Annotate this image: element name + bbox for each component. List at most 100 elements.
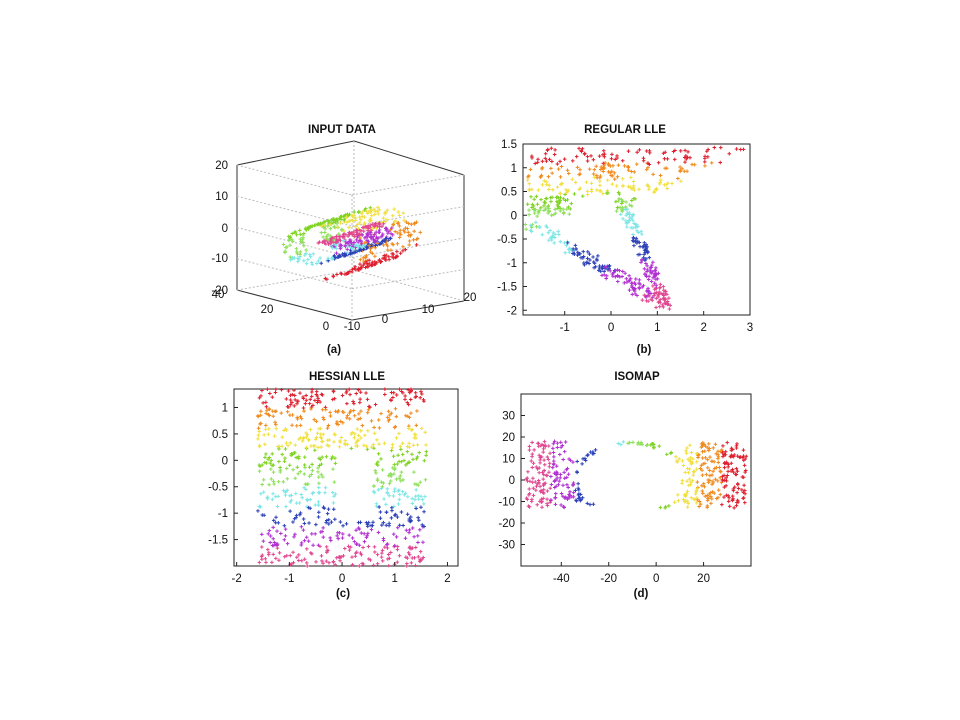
data-point [366, 211, 370, 216]
data-point [558, 440, 563, 445]
data-point [380, 551, 384, 555]
data-point [356, 438, 361, 443]
data-point [538, 225, 542, 230]
data-point [598, 179, 602, 183]
data-point [397, 497, 402, 502]
data-point [551, 450, 556, 455]
data-point [374, 226, 379, 231]
data-point [679, 179, 683, 183]
data-point [559, 164, 564, 169]
y-tick-label: 0.5 [212, 429, 228, 441]
data-point [407, 239, 412, 243]
data-point [587, 167, 592, 171]
data-point [277, 558, 281, 563]
data-point [345, 244, 350, 248]
data-point [377, 259, 381, 263]
data-point [589, 154, 593, 158]
data-point [741, 147, 746, 152]
data-point [280, 444, 284, 449]
data-point [643, 244, 648, 249]
data-point [411, 443, 416, 447]
data-point [372, 484, 376, 489]
data-point [539, 205, 543, 210]
data-point [405, 226, 410, 231]
panel-a-3d-box [236, 140, 465, 321]
data-point [274, 542, 279, 546]
z-tick-label: 20 [215, 160, 228, 172]
data-point [304, 445, 309, 450]
data-point [271, 525, 275, 530]
data-point [289, 451, 294, 456]
data-point [570, 159, 575, 163]
data-point [551, 231, 556, 235]
data-point [310, 491, 315, 496]
data-point [643, 250, 648, 255]
data-point [262, 513, 266, 518]
data-point [326, 256, 330, 261]
data-point [292, 516, 297, 521]
data-point [407, 530, 411, 535]
data-point [328, 226, 333, 231]
data-point [348, 248, 353, 253]
data-point [553, 207, 557, 212]
data-point [333, 456, 337, 460]
data-point [335, 420, 339, 424]
data-point [705, 493, 710, 498]
data-point [738, 455, 743, 459]
data-point [324, 454, 329, 459]
data-point [542, 462, 547, 467]
data-point [560, 443, 565, 448]
data-point [600, 266, 605, 271]
data-point [290, 231, 295, 236]
data-point [358, 262, 362, 266]
data-point [536, 157, 540, 162]
data-point [398, 474, 403, 478]
data-point [607, 264, 611, 269]
data-point [413, 395, 418, 400]
data-point [627, 279, 631, 283]
data-point [316, 470, 320, 474]
data-point [562, 470, 566, 475]
data-point [386, 254, 391, 259]
data-point [369, 213, 374, 218]
data-point [401, 478, 405, 482]
data-point [418, 480, 423, 484]
data-point [375, 438, 379, 442]
data-point [415, 409, 419, 413]
data-point [581, 249, 586, 254]
data-point [576, 481, 580, 486]
data-point [602, 163, 606, 168]
data-point [706, 478, 710, 482]
data-point [725, 473, 730, 478]
data-point [535, 160, 540, 165]
data-point [397, 431, 401, 436]
data-point [404, 220, 409, 224]
data-point [626, 149, 631, 153]
data-point [615, 268, 620, 272]
data-point [744, 454, 749, 459]
data-point [635, 228, 639, 233]
data-point [259, 554, 264, 559]
data-point [345, 442, 350, 447]
data-point [701, 491, 705, 496]
box-edge [236, 140, 355, 166]
data-point [423, 478, 428, 482]
data-point [302, 244, 306, 248]
data-point [722, 465, 727, 470]
data-point [304, 398, 309, 403]
data-point [299, 541, 304, 545]
data-point [291, 550, 295, 555]
data-point [331, 217, 335, 222]
data-point [542, 204, 546, 208]
data-point [565, 241, 570, 245]
data-point [351, 399, 355, 404]
data-point [292, 535, 296, 539]
data-point [712, 459, 716, 464]
data-point [552, 241, 557, 245]
data-point [335, 410, 340, 414]
data-point [336, 536, 340, 541]
data-point [561, 207, 566, 211]
data-point [282, 428, 286, 433]
data-point [293, 398, 297, 402]
data-point [551, 462, 556, 467]
